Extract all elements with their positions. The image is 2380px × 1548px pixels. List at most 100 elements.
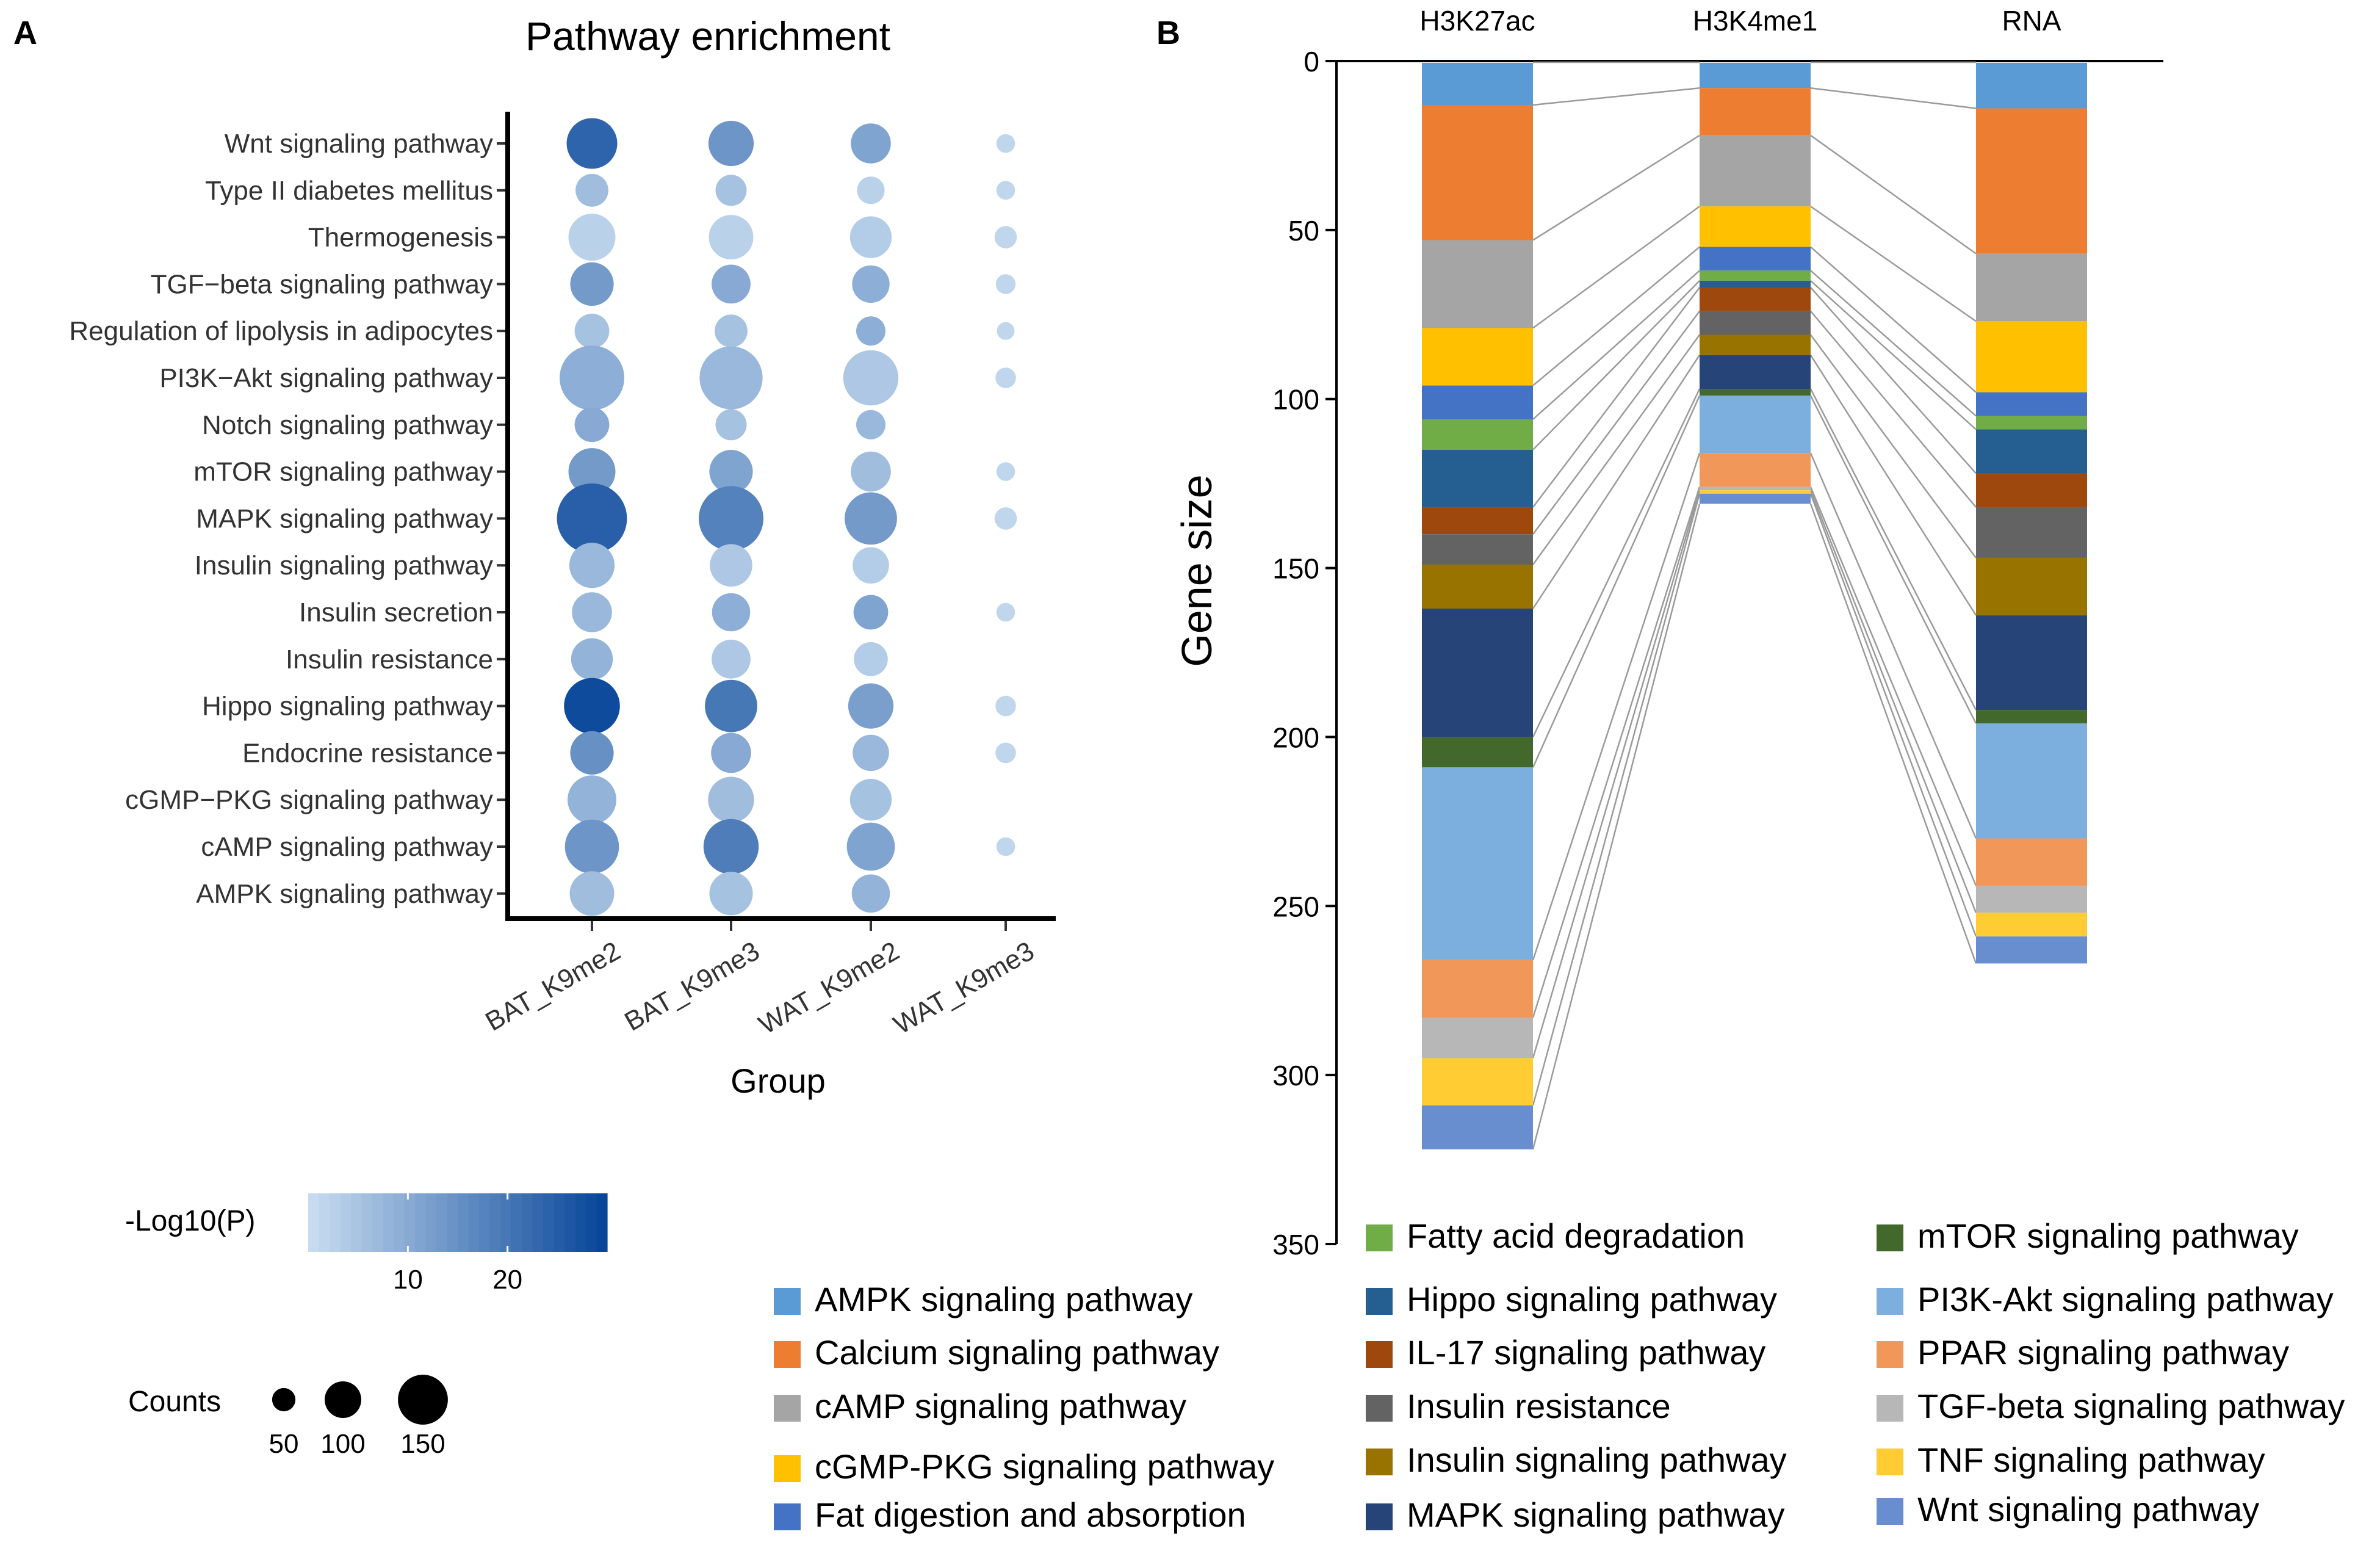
legend-label: Hippo signaling pathway (1407, 1280, 1777, 1318)
x-axis-title: Group (730, 1062, 826, 1100)
dot-point (853, 595, 889, 630)
colorbar-segment (458, 1193, 469, 1252)
dot-point (848, 683, 894, 729)
bar-segment (1976, 936, 2087, 964)
flow-connector (1532, 246, 1700, 386)
size-legend-label: 150 (400, 1429, 445, 1459)
y-axis-title: Gene size (1173, 474, 1221, 667)
bar-segment (1976, 416, 2087, 430)
dot-point (711, 732, 751, 773)
bar-segment (1422, 328, 1533, 386)
legend-label: Fat digestion and absorption (815, 1496, 1246, 1534)
pathway-label: cAMP signaling pathway (201, 832, 493, 862)
dot-point (708, 120, 754, 167)
flow-connector (1810, 310, 1977, 508)
pathway-label: Regulation of lipolysis in adipocytes (69, 316, 493, 346)
dot-point (854, 642, 888, 676)
flow-connector (1532, 493, 1701, 1106)
flow-connector (1532, 287, 1700, 508)
dot-point (846, 822, 895, 871)
flow-connector (1532, 311, 1701, 535)
pathway-label: cGMP−PKG signaling pathway (125, 785, 493, 815)
dot-point (849, 216, 892, 258)
dot-point (557, 483, 627, 554)
bar-segment (1700, 311, 1811, 335)
dot-point (997, 322, 1015, 340)
flow-connector (1810, 270, 1977, 417)
bar-segment (1700, 355, 1811, 389)
bar-segment (1700, 280, 1811, 288)
dot-point (994, 226, 1017, 248)
dot-point (709, 215, 754, 260)
bar-segment (1422, 1105, 1533, 1149)
dot-point (709, 872, 753, 916)
y-tick-label: 200 (1272, 722, 1319, 753)
legend-swatch (1877, 1224, 1903, 1251)
dot-point (849, 779, 892, 821)
dot-point (564, 819, 619, 874)
flow-connector (1809, 493, 1977, 937)
colorbar-segment (500, 1193, 512, 1252)
group-tick-label: WAT_K9me2 (754, 936, 904, 1040)
flow-connector (1809, 490, 1977, 913)
pathway-label: TGF−beta signaling pathway (151, 269, 493, 299)
dot-point (852, 265, 890, 303)
bar-segment (1422, 609, 1533, 737)
size-legend-dot (325, 1381, 361, 1418)
panel-a-dot-plot: Pathway enrichment Wnt signaling pathway T… (69, 13, 1056, 1459)
legend-label: TGF-beta signaling pathway (1917, 1387, 2345, 1425)
bar-segment (1976, 429, 2087, 474)
dot-point (853, 547, 889, 584)
dot-point (703, 819, 759, 875)
dot-point (851, 874, 890, 913)
dot-point (853, 734, 889, 772)
size-legend-label: 50 (269, 1429, 299, 1459)
panel-label-a: A (13, 15, 37, 51)
flow-connector (1532, 490, 1701, 1058)
colorbar-segment (308, 1193, 320, 1252)
bar-segment (1700, 490, 1811, 494)
legend-swatch (1366, 1395, 1393, 1422)
dot-point (857, 176, 885, 204)
pathway-label: AMPK signaling pathway (196, 879, 493, 909)
dot-point (570, 731, 614, 775)
pathway-label: Wnt signaling pathway (225, 129, 493, 159)
legend-swatch (1366, 1341, 1393, 1368)
bar-segment (1976, 710, 2087, 724)
bar-segment (1700, 270, 1811, 281)
bar-segment (1700, 88, 1811, 136)
flow-connector (1532, 270, 1700, 420)
y-tick-label: 0 (1304, 46, 1319, 78)
flow-connector (1532, 486, 1701, 1018)
bar-segment (1422, 104, 1533, 241)
flow-connector (1810, 287, 1977, 474)
pathway-label: Insulin signaling pathway (195, 551, 493, 580)
bar-segment (1700, 396, 1811, 454)
flow-connector (1532, 395, 1701, 768)
bar-segment (1976, 838, 2087, 886)
flow-connector (1532, 206, 1700, 329)
bar-segment (1700, 335, 1811, 355)
legend-swatch (774, 1455, 801, 1482)
colorbar-segment (543, 1193, 555, 1252)
dot-point (712, 593, 751, 632)
legend-swatch (1877, 1449, 1903, 1475)
flow-connector (1809, 334, 1977, 559)
bar-segment (1422, 1018, 1533, 1058)
colorbar-segment (383, 1193, 394, 1252)
legend-swatch (1366, 1503, 1393, 1530)
flow-connector (1532, 334, 1701, 565)
dot-point (570, 262, 614, 306)
dot-point (995, 742, 1016, 764)
dot-point (708, 776, 754, 823)
size-legend-title: Counts (128, 1386, 221, 1418)
legend-swatch (774, 1395, 801, 1422)
colorbar-segment (319, 1193, 330, 1252)
bar-segment (1976, 913, 2087, 937)
dot-point (996, 462, 1015, 481)
colorbar-segment (404, 1193, 416, 1252)
bar-segment (1976, 108, 2087, 254)
pathway-label: Thermogenesis (308, 223, 493, 253)
bar-segment (1976, 321, 2087, 392)
flow-connector (1532, 504, 1701, 1150)
